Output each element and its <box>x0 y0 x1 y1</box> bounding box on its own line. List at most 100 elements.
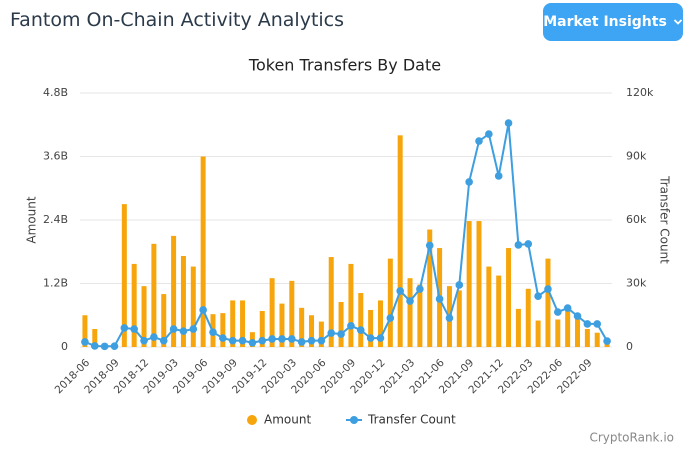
bar <box>289 280 295 347</box>
line-point <box>130 325 138 333</box>
bar <box>200 156 206 347</box>
bar <box>466 221 472 347</box>
bar <box>575 316 581 347</box>
line-point <box>583 320 592 328</box>
line-point <box>347 322 355 330</box>
line-point <box>445 314 454 322</box>
line-point <box>455 281 464 289</box>
legend-marker <box>247 415 257 425</box>
line-point <box>593 320 602 328</box>
bar <box>318 321 324 347</box>
bar <box>584 329 590 347</box>
line-point <box>573 312 582 320</box>
line-point <box>514 241 523 249</box>
y2-tick-label: 0 <box>626 340 633 353</box>
bar <box>230 300 236 347</box>
y2-tick-label: 120k <box>626 86 654 99</box>
bar <box>279 303 285 347</box>
line-point <box>603 337 611 345</box>
line-point <box>485 130 493 138</box>
bar <box>555 319 561 347</box>
bar <box>486 266 492 347</box>
bar <box>309 315 315 347</box>
line-point <box>376 334 385 342</box>
line-point <box>504 119 513 127</box>
line-point <box>297 338 306 346</box>
line-point <box>554 308 562 316</box>
bar <box>240 300 246 347</box>
bar <box>417 284 423 347</box>
bar <box>220 313 226 347</box>
y2-tick-label: 90k <box>626 150 647 163</box>
bar <box>525 288 531 347</box>
bar <box>92 329 98 347</box>
watermark: CryptoRank.io <box>589 431 674 445</box>
line-point <box>288 335 296 343</box>
line-point <box>396 287 404 295</box>
line-point <box>268 335 276 343</box>
line-point <box>337 330 345 338</box>
bar <box>299 307 305 347</box>
bar <box>161 294 167 347</box>
line-point <box>366 334 375 342</box>
line-point <box>120 324 129 332</box>
line-point <box>238 336 247 345</box>
line-point <box>563 304 572 312</box>
line-point <box>406 297 414 305</box>
bar <box>180 255 186 347</box>
y-axis-label: Amount <box>25 196 39 243</box>
line-point <box>140 336 148 345</box>
line-point <box>425 241 434 250</box>
y-tick-label: 3.6B <box>43 150 68 163</box>
bar <box>535 320 541 347</box>
line-point <box>199 306 207 314</box>
line-point <box>219 334 227 342</box>
y2-axis-label: Transfer Count <box>658 175 672 264</box>
bar <box>131 263 137 347</box>
y2-tick-label: 30k <box>626 277 647 290</box>
chevron-icon <box>673 19 682 25</box>
chart-title: Token Transfers By Date <box>248 56 441 75</box>
y-tick-label: 2.4B <box>43 213 68 226</box>
line-point <box>110 342 119 350</box>
bar <box>190 266 196 347</box>
line-point <box>258 336 267 345</box>
bar <box>456 290 462 347</box>
legend-item: Transfer Count <box>346 413 456 427</box>
line-point <box>524 240 533 248</box>
line-point <box>81 338 89 346</box>
line-point <box>248 338 257 347</box>
bar <box>171 235 177 347</box>
legend-label: Amount <box>264 413 311 427</box>
bar <box>368 309 374 347</box>
bar <box>427 229 433 347</box>
line-point <box>150 333 158 341</box>
bar <box>141 286 147 347</box>
line-point <box>317 336 326 345</box>
y-tick-label: 4.8B <box>43 86 68 99</box>
bar <box>407 278 413 347</box>
bar <box>496 275 502 347</box>
line-point <box>209 328 217 336</box>
line-point <box>494 172 503 180</box>
bar <box>545 258 551 347</box>
bar <box>476 221 482 347</box>
line-point <box>100 342 109 351</box>
y-tick-label: 1.2B <box>43 277 68 290</box>
line-point <box>386 314 395 322</box>
line-point <box>228 336 237 345</box>
line-point <box>327 329 336 337</box>
bar <box>259 311 265 347</box>
bar <box>515 308 521 347</box>
line-point <box>169 325 178 333</box>
line-point <box>179 327 188 335</box>
line-point <box>435 295 444 303</box>
line-point <box>544 285 552 293</box>
y-tick-label: 0 <box>61 340 68 353</box>
legend-item: Amount <box>247 413 311 427</box>
bar <box>387 258 393 347</box>
market-insights-button[interactable]: Market Insights <box>543 3 683 41</box>
y2-tick-label: 60k <box>626 213 647 226</box>
